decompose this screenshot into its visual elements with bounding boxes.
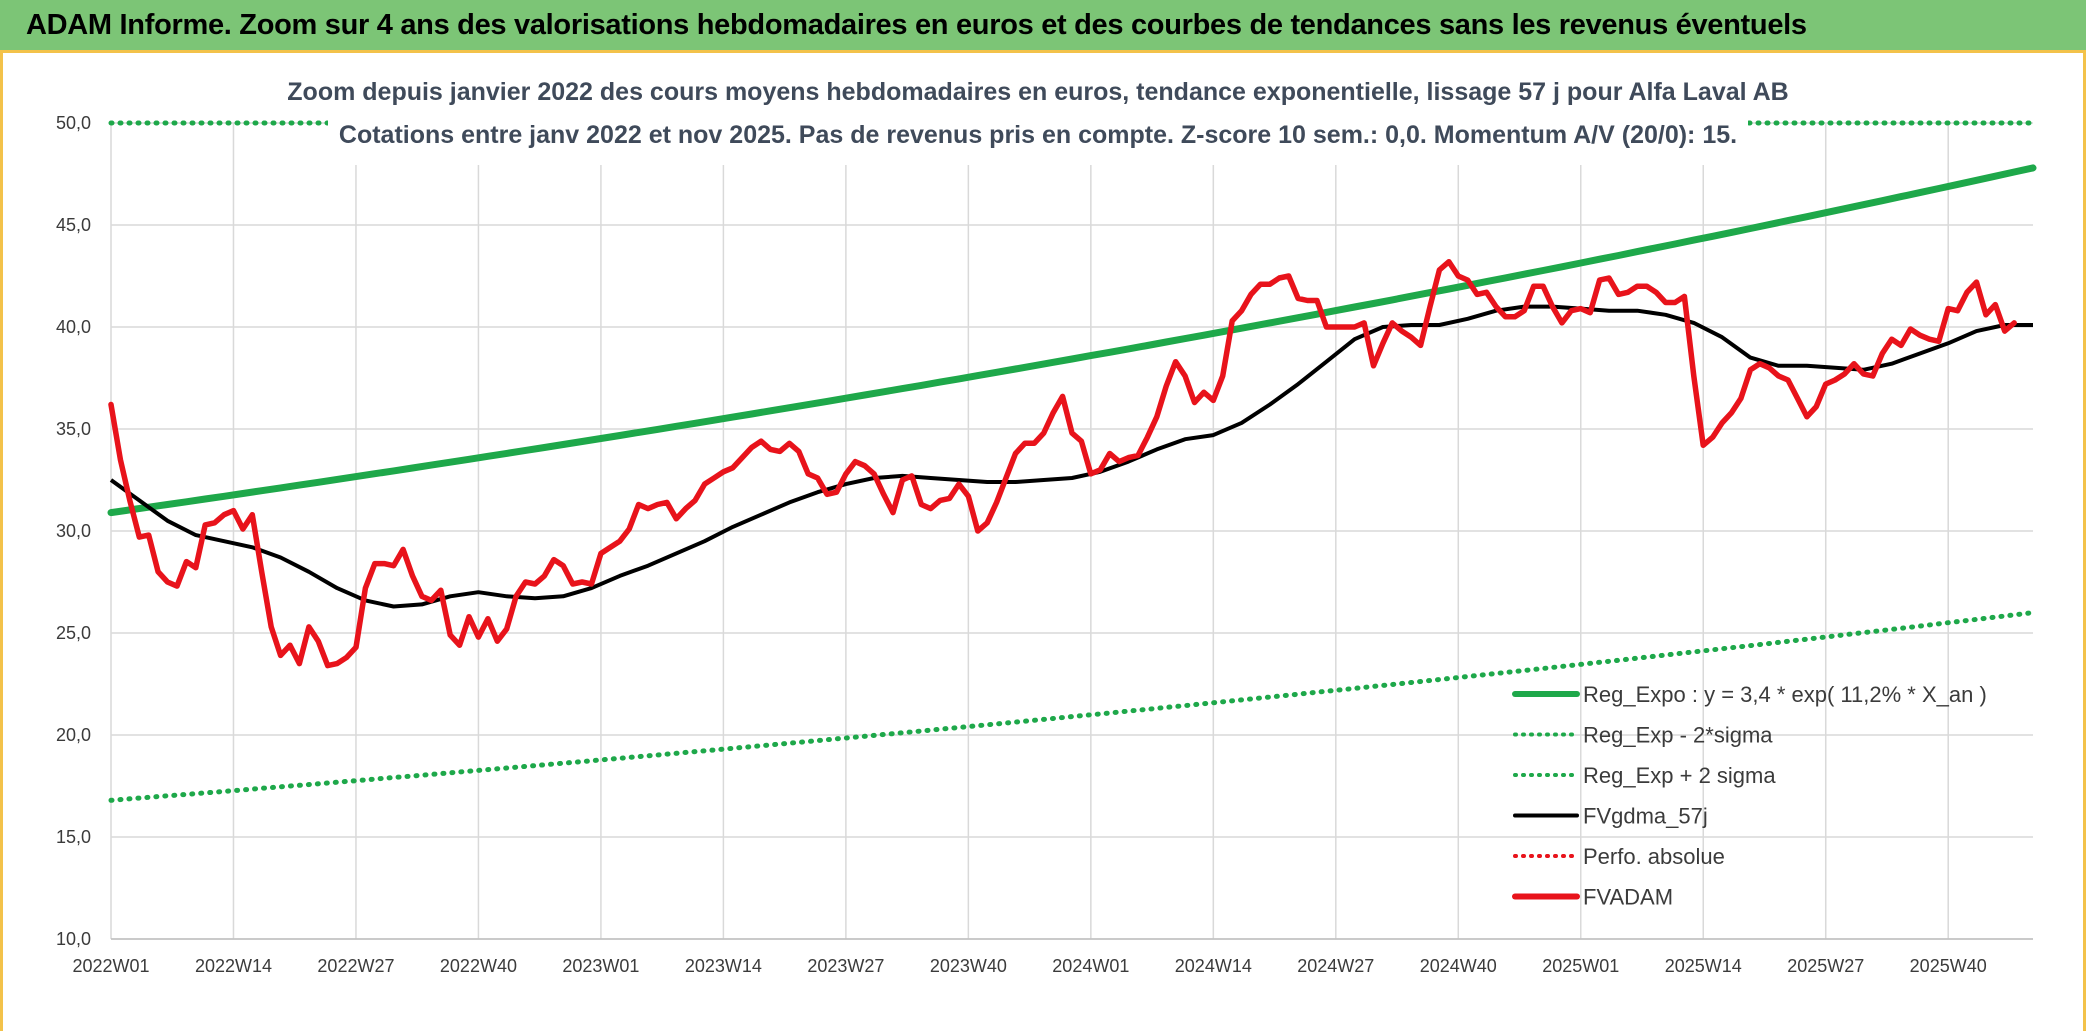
title-backdrop [328,53,1748,165]
grid-layer [110,122,2033,940]
legend-label: Perfo. absolue [1583,844,1725,869]
x-tick-label: 2022W27 [317,956,394,976]
y-tick-label: 20,0 [56,725,91,745]
y-tick-label: 30,0 [56,521,91,541]
report-title: ADAM Informe. Zoom sur 4 ans des valoris… [26,9,1807,41]
legend: Reg_Expo : y = 3,4 * exp( 11,2% * X_an )… [1512,682,1987,910]
legend-label: Reg_Exp + 2 sigma [1583,763,1776,788]
x-tick-label: 2025W27 [1787,956,1864,976]
x-tick-label: 2024W40 [1420,956,1497,976]
y-tick-label: 25,0 [56,623,91,643]
x-tick-label: 2022W01 [72,956,149,976]
x-tick-label: 2023W40 [930,956,1007,976]
x-tick-label: 2022W14 [195,956,272,976]
x-tick-label: 2022W40 [440,956,517,976]
x-tick-label: 2023W27 [807,956,884,976]
y-tick-label: 45,0 [56,215,91,235]
chart-title-line-2: Cotations entre janv 2022 et nov 2025. P… [339,121,1737,149]
legend-label: FVgdma_57j [1583,804,1708,829]
x-tick-label: 2025W01 [1542,956,1619,976]
chart-title-line-1: Zoom depuis janvier 2022 des cours moyen… [287,78,1788,106]
axis-layer: 10,0 15,0 20,0 25,0 30,0 35,0 40,0 45,0 50,0 2022… [56,113,2033,976]
y-tick-label: 10,0 [56,929,91,949]
y-tick-label: 50,0 [56,113,91,133]
chart-svg: Zoom depuis janvier 2022 des cours moyen… [56,53,2037,976]
series-fvgdma-57j [109,304,2033,609]
x-tick-label: 2024W27 [1297,956,1374,976]
series-reg-expo [107,164,2037,517]
legend-label: Reg_Expo : y = 3,4 * exp( 11,2% * X_an ) [1583,682,1987,707]
y-tick-label: 40,0 [56,317,91,337]
x-tick-label: 2025W14 [1665,956,1742,976]
x-tick-label: 2025W40 [1910,956,1987,976]
x-tick-label: 2023W01 [562,956,639,976]
report-banner: ADAM Informe. Zoom sur 4 ans des valoris… [0,0,2086,53]
x-tick-label: 2024W01 [1052,956,1129,976]
y-tick-label: 35,0 [56,419,91,439]
y-tick-label: 15,0 [56,827,91,847]
legend-label: FVADAM [1583,885,1673,910]
x-tick-label: 2023W14 [685,956,762,976]
legend-label: Reg_Exp - 2*sigma [1583,723,1773,748]
chart-frame: Zoom depuis janvier 2022 des cours moyen… [0,53,2086,1031]
series-fvadam [108,258,2017,669]
series-reg-exp-minus-2sigma [108,610,2036,803]
x-tick-label: 2024W14 [1175,956,1252,976]
